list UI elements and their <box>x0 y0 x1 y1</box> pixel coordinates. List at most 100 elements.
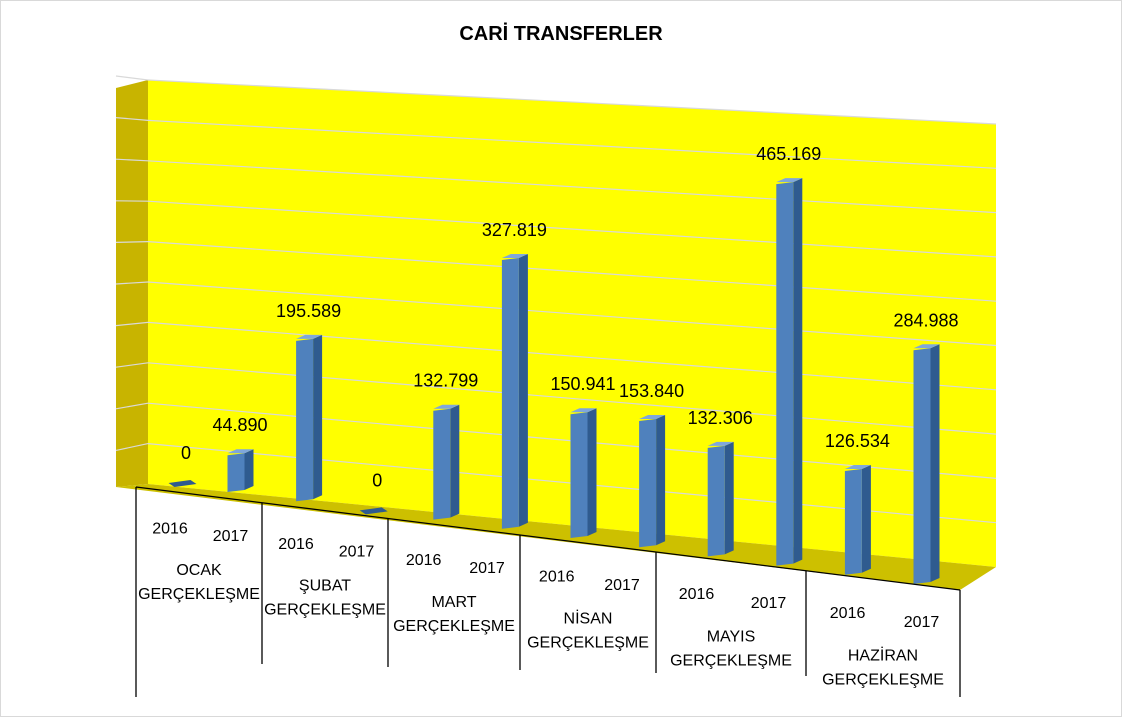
bar-4-0 <box>707 441 734 557</box>
gridline <box>147 321 997 391</box>
data-label: 0 <box>372 470 382 490</box>
bar-side <box>656 415 666 546</box>
year-label: 2017 <box>469 560 505 577</box>
bar-0-0 <box>168 480 197 487</box>
year-label: 2017 <box>904 614 940 631</box>
data-label: 465.169 <box>756 144 821 164</box>
year-label: 2016 <box>406 552 442 569</box>
bar-5-0 <box>844 465 871 575</box>
gridline <box>147 119 997 169</box>
gridline <box>147 281 997 347</box>
year-label: 2017 <box>604 577 640 594</box>
category-label: GERÇEKLEŞME <box>670 652 792 669</box>
category-label: GERÇEKLEŞME <box>527 635 649 652</box>
bar-front <box>570 412 588 538</box>
bar-top <box>639 415 666 420</box>
year-label: 2017 <box>339 544 375 561</box>
bar-front <box>227 453 245 492</box>
bar-3-1 <box>639 415 666 548</box>
category-label: GERÇEKLEŞME <box>393 618 515 635</box>
bar-zero <box>359 507 388 515</box>
bar-4-1 <box>776 178 803 566</box>
data-label: 153.840 <box>619 381 684 401</box>
bar-1-0 <box>296 334 323 502</box>
bar-top <box>433 404 460 409</box>
bar-2-0 <box>433 404 460 520</box>
category-label: MAYIS <box>707 628 756 645</box>
bar-top <box>707 441 734 446</box>
year-label: 2016 <box>679 586 715 603</box>
bar-front <box>296 338 314 502</box>
bar-side <box>724 441 734 555</box>
bar-side <box>518 253 528 527</box>
category-label: HAZİRAN <box>848 645 918 664</box>
side-gridline <box>115 75 149 81</box>
chart-title: CARİ TRANSFERLER <box>459 22 663 45</box>
data-label: 195.589 <box>276 301 341 321</box>
bar-0-1 <box>227 449 254 492</box>
year-label: 2016 <box>278 536 314 553</box>
bar-front <box>844 469 862 575</box>
axis-line <box>135 486 961 591</box>
data-label: 44.890 <box>212 415 267 435</box>
category-label: GERÇEKLEŞME <box>264 602 386 619</box>
data-label: 150.941 <box>550 374 615 394</box>
side-gridline <box>115 241 149 243</box>
side-gridline <box>115 117 149 121</box>
gridline <box>147 79 997 125</box>
bar-top <box>844 465 871 470</box>
bar-2-1 <box>501 253 528 529</box>
category-label: ŞUBAT <box>299 578 351 595</box>
bar-side <box>587 408 597 536</box>
gridline <box>147 160 997 214</box>
bar-front <box>433 408 451 520</box>
year-label: 2016 <box>830 605 866 622</box>
year-label: 2016 <box>152 520 188 537</box>
category-label: GERÇEKLEŞME <box>138 586 260 603</box>
gridline <box>147 241 997 302</box>
data-label: 284.988 <box>893 310 958 330</box>
bar-3-0 <box>570 408 597 538</box>
data-label: 132.306 <box>688 408 753 428</box>
side-gridline <box>115 321 149 327</box>
bar-side <box>861 465 871 573</box>
year-label: 2016 <box>539 569 575 586</box>
bar-top <box>776 178 803 183</box>
category-label: OCAK <box>176 562 222 579</box>
year-label: 2017 <box>751 595 787 612</box>
category-axis: 2016 2017 OCAK GERÇEKLEŞME 2016 2017 ŞUBAT GERÇ… <box>135 486 961 697</box>
category-label: MART <box>431 594 476 611</box>
bar-front <box>501 257 519 529</box>
bar-side <box>244 449 254 490</box>
bar-front <box>776 182 794 566</box>
side-gridline <box>115 158 149 162</box>
side-gridline <box>115 402 149 410</box>
bar-front <box>707 445 725 557</box>
gridline <box>147 362 997 435</box>
data-label: 327.819 <box>482 220 547 240</box>
bar-top <box>227 449 254 454</box>
bar-side <box>450 404 460 518</box>
bar-top <box>501 253 528 258</box>
bar-top <box>296 334 323 339</box>
bar-1-1 <box>359 507 388 515</box>
bar-zero <box>168 480 197 487</box>
category-label: GERÇEKLEŞME <box>822 671 944 688</box>
bar-side <box>313 334 323 500</box>
bar-front <box>639 419 657 548</box>
data-label: 0 <box>181 443 191 463</box>
bar-top <box>570 408 597 413</box>
bars <box>168 178 940 584</box>
bar-front <box>913 348 931 584</box>
side-gridline <box>115 443 149 451</box>
bar-side <box>930 344 940 582</box>
bar-top <box>913 344 940 349</box>
side-gridline <box>115 362 149 368</box>
bar-side <box>793 178 803 564</box>
data-labels: 0 44.890 195.589 0 132.799 327.819 150.941 153.… <box>181 144 959 490</box>
year-label: 2017 <box>213 528 249 545</box>
side-gridline <box>115 281 149 285</box>
data-label: 132.799 <box>413 371 478 391</box>
bar-5-1 <box>913 344 940 584</box>
